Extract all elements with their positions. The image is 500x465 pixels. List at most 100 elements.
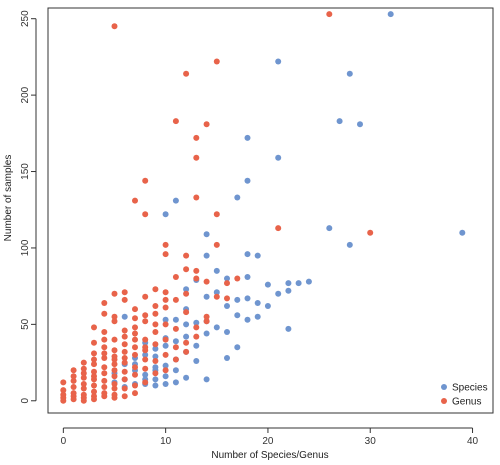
data-point-genus [162, 241, 169, 248]
data-point-species [244, 316, 251, 323]
data-point-genus [183, 266, 190, 273]
data-point-genus [132, 371, 138, 378]
data-point-species [224, 355, 230, 361]
data-point-species [142, 371, 149, 378]
data-point-genus [152, 370, 159, 377]
data-point-genus [70, 396, 77, 403]
data-point-species [203, 231, 210, 238]
data-point-genus [142, 312, 149, 319]
data-point-genus [132, 344, 138, 351]
y-tick-label: 100 [20, 239, 31, 256]
data-point-genus [132, 364, 138, 371]
data-point-genus [224, 280, 230, 287]
data-point-species [387, 11, 394, 18]
data-point-species [285, 280, 292, 287]
data-point-species [203, 252, 210, 259]
data-point-species [224, 275, 230, 282]
series-genus [60, 11, 374, 404]
data-point-species [275, 290, 282, 297]
legend-label-species: Species [452, 383, 488, 394]
data-point-species [285, 325, 292, 332]
data-point-genus [142, 211, 149, 218]
x-tick-label: 10 [160, 436, 172, 447]
data-point-species [172, 379, 179, 386]
data-point-genus [91, 396, 97, 403]
data-point-genus [101, 329, 108, 335]
data-point-species [162, 362, 169, 369]
data-point-species [295, 280, 302, 287]
data-point-genus [121, 393, 128, 400]
y-tick-label: 50 [20, 318, 31, 330]
data-point-species [275, 58, 282, 65]
x-axis: 0 10 20 30 40 [61, 427, 479, 447]
data-point-species [203, 293, 210, 300]
data-point-genus [91, 361, 97, 368]
data-point-species [121, 313, 128, 320]
data-point-genus [111, 347, 118, 354]
data-point-species [264, 303, 271, 309]
data-point-genus [172, 344, 179, 351]
data-point-genus [121, 385, 128, 392]
data-point-genus [162, 321, 169, 328]
data-point-genus [172, 356, 179, 363]
x-tick-label: 30 [365, 436, 377, 447]
data-point-genus [101, 310, 108, 317]
data-point-species [152, 376, 159, 383]
data-point-genus [224, 295, 230, 302]
x-axis-label: Number of Species/Genus [211, 450, 328, 461]
data-point-species [357, 121, 363, 128]
data-point-species [336, 118, 343, 125]
y-axis-label: Number of samples [3, 155, 14, 242]
data-point-genus [101, 370, 108, 377]
data-point-species [264, 281, 271, 288]
data-point-species [162, 316, 169, 323]
data-point-species [234, 296, 241, 303]
data-point-species [183, 321, 190, 328]
data-point-genus [152, 329, 159, 335]
data-point-species [254, 252, 261, 259]
data-point-species [162, 381, 169, 387]
data-point-species [142, 351, 149, 358]
data-point-genus [203, 278, 210, 285]
data-point-genus [132, 330, 138, 337]
legend-marker-species [441, 384, 447, 390]
data-point-genus [183, 309, 190, 316]
data-point-genus [91, 382, 97, 389]
data-point-genus [367, 229, 374, 236]
data-point-genus [101, 300, 108, 306]
data-point-genus [101, 355, 108, 361]
data-point-species [326, 225, 333, 232]
data-point-genus [213, 293, 220, 300]
data-point-genus [91, 350, 97, 357]
data-point-species [285, 287, 292, 294]
data-point-species [152, 345, 159, 352]
data-point-genus [183, 70, 190, 77]
data-point-genus [70, 373, 77, 380]
data-point-genus [193, 324, 200, 331]
data-point-genus [60, 379, 67, 386]
data-point-genus [101, 384, 108, 390]
data-point-genus [152, 358, 159, 364]
data-point-genus [183, 339, 190, 346]
data-point-species [183, 374, 190, 381]
data-point-genus [213, 211, 220, 218]
y-tick-label: 0 [20, 398, 31, 404]
data-point-genus [91, 388, 97, 395]
data-point-genus [111, 367, 118, 374]
legend-label-genus: Genus [452, 397, 481, 408]
data-point-genus [152, 341, 159, 348]
data-point-genus [162, 304, 169, 311]
data-point-genus [111, 23, 118, 30]
data-point-genus [121, 296, 128, 303]
series-species [111, 11, 466, 390]
data-point-genus [132, 382, 138, 389]
data-point-species [346, 241, 353, 248]
data-point-genus [152, 303, 159, 309]
data-point-genus [193, 275, 200, 282]
data-point-genus [70, 384, 77, 390]
data-point-genus [91, 324, 97, 331]
data-point-species [193, 319, 200, 326]
data-point-species [275, 154, 282, 161]
y-tick-label: 150 [20, 163, 31, 180]
data-point-genus [275, 225, 282, 232]
